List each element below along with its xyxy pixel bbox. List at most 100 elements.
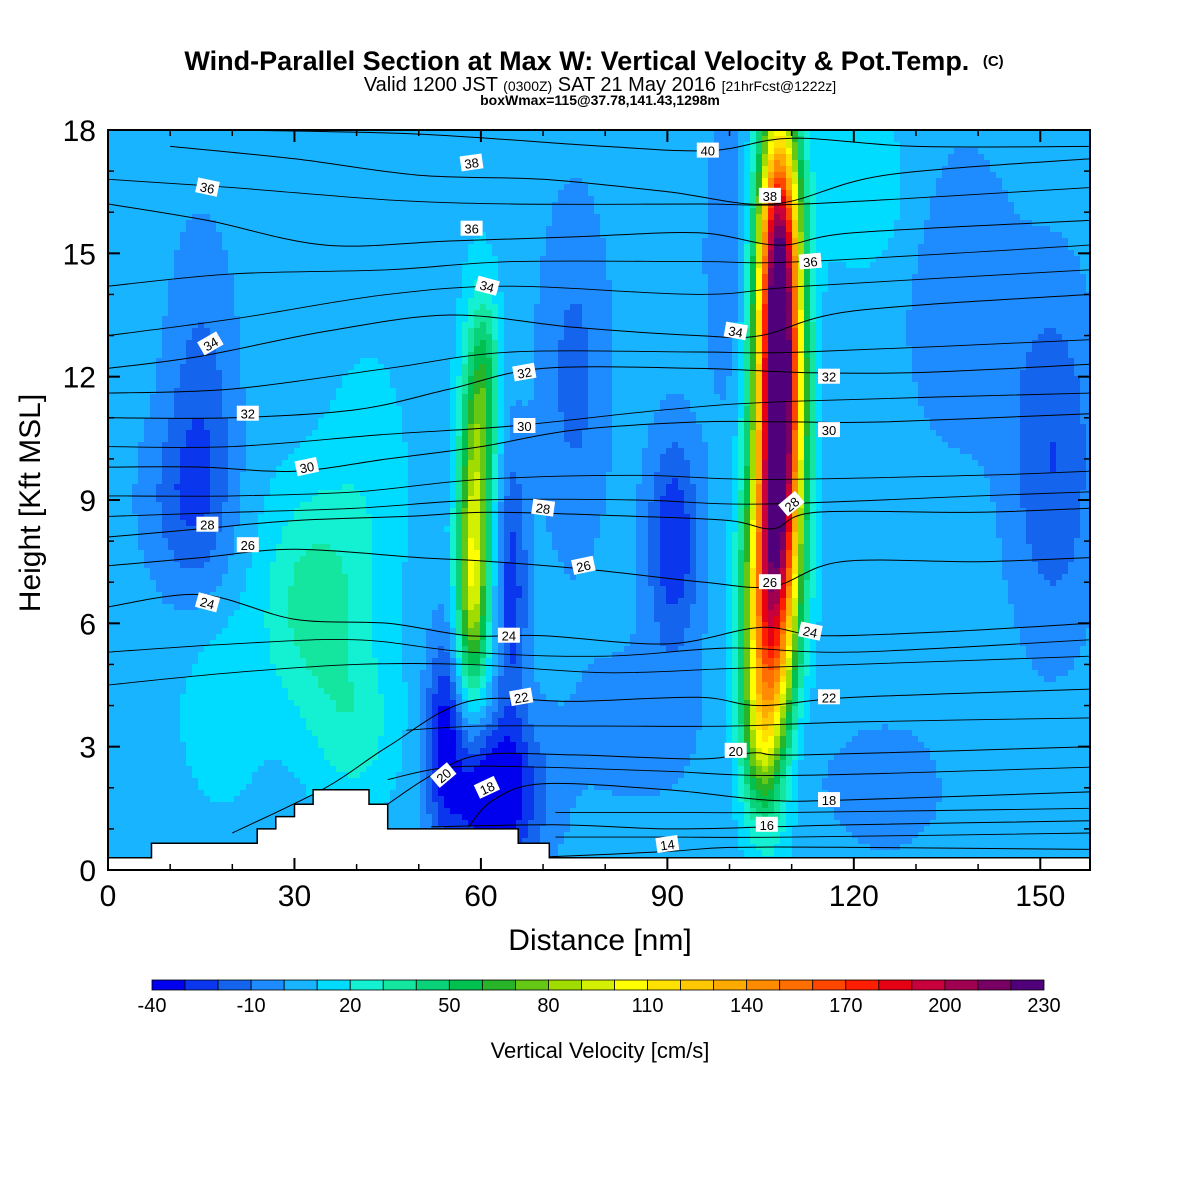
contour-label-bg — [798, 621, 823, 641]
colorbar-tick-label: 170 — [829, 995, 862, 1017]
colorbar-swatch — [250, 979, 285, 991]
contour-label-text: 34 — [201, 334, 221, 354]
contour-label-text: 18 — [822, 793, 836, 808]
y-tick-label: 9 — [79, 485, 96, 518]
colorbar-tick-label: 230 — [1027, 995, 1060, 1017]
contour-label: 36 — [195, 177, 220, 197]
theta-contour-38 — [170, 145, 1090, 205]
colorbar-tick-label: 140 — [730, 995, 763, 1017]
y-tick-label: 6 — [79, 608, 96, 641]
colorbar-tick-label: 200 — [928, 995, 961, 1017]
chart-subtitle: Valid 1200 JST (0300Z) SAT 21 May 2016 [… — [364, 74, 836, 96]
contour-label: 26 — [236, 537, 259, 553]
colorbar-swatch — [911, 979, 946, 991]
contour-label-bg — [818, 368, 840, 384]
contour-label-bg — [758, 187, 781, 203]
contour-label-text: 26 — [575, 557, 592, 575]
contour-label-bg — [531, 498, 556, 517]
colorbar-swatch — [581, 979, 615, 991]
chart-title: Wind-Parallel Section at Max W: Vertical… — [184, 46, 1003, 76]
colorbar-tick-label: 110 — [632, 995, 664, 1017]
plot-area: 40 38 38 36 36 36 34 34 34 32 32 32 30 30 30 28 28 28 26 26… — [108, 130, 1090, 870]
contour-label: 36 — [460, 220, 483, 237]
y-tick-label: 3 — [79, 732, 96, 765]
colorbar-swatch — [845, 979, 880, 991]
contour-label-text: 22 — [822, 690, 836, 705]
x-tick-label: 120 — [829, 880, 879, 913]
contour-label: 28 — [531, 498, 556, 517]
theta-contour-20 — [387, 746, 1090, 805]
theta-contour-22 — [232, 688, 1090, 834]
contour-label-text: 40 — [701, 144, 715, 159]
theta-contour-18 — [468, 782, 1090, 828]
contour-label-bg — [236, 405, 259, 421]
y-tick-label: 15 — [63, 238, 96, 271]
contour-label-text: 18 — [478, 778, 497, 798]
contour-label-bg — [723, 321, 748, 341]
contour-label-bg — [430, 762, 457, 788]
contour-label-text: 34 — [727, 323, 744, 340]
contour-label: 32 — [236, 405, 259, 422]
contour-label-bg — [509, 687, 534, 707]
contour-label: 20 — [430, 762, 457, 788]
x-tick-label: 150 — [1015, 880, 1065, 913]
contour-label: 26 — [758, 574, 781, 590]
contour-label: 34 — [723, 321, 748, 341]
contour-label-text: 36 — [464, 222, 478, 237]
contour-label-text: 36 — [802, 254, 818, 270]
contour-label: 34 — [197, 331, 224, 356]
contour-label-bg — [724, 742, 747, 758]
theta-isolines — [108, 130, 1090, 858]
y-tick-label: 12 — [63, 362, 96, 395]
colorbar-swatch — [779, 979, 814, 991]
subtitle-forecast: [21hrFcst@1222z] — [722, 78, 837, 94]
colorbar-swatch — [184, 979, 219, 991]
contour-label-text: 28 — [535, 500, 551, 517]
x-tick-label: 90 — [651, 880, 684, 913]
contour-label-bg — [818, 422, 840, 438]
contour-label: 28 — [196, 516, 219, 533]
theta-contour-24 — [108, 593, 1090, 645]
contour-label: 38 — [758, 187, 781, 204]
contour-label-text: 30 — [517, 419, 531, 434]
contour-label-text: 20 — [728, 744, 742, 759]
colorbar-swatch — [382, 979, 417, 991]
contour-label: 32 — [818, 368, 840, 385]
contour-label-text: 28 — [200, 518, 214, 533]
theta-isoline — [108, 639, 1090, 657]
colorbar-swatch — [812, 979, 847, 991]
contour-label-text: 32 — [822, 370, 836, 385]
contour-label-text: 38 — [763, 189, 777, 204]
contour-label-bg — [497, 627, 520, 643]
contour-label-bg — [513, 418, 536, 433]
contour-label-bg — [459, 153, 484, 172]
theta-isoline — [108, 269, 1090, 337]
vertical-velocity-field — [108, 130, 1090, 870]
contour-label: 38 — [459, 153, 484, 172]
colorbar: -40 -10 20 50 80 110 140 170 200 230 — [138, 979, 1061, 1017]
subtitle-valid: Valid 1200 JST — [364, 74, 498, 96]
colorbar-label: Vertical Velocity [cm/s] — [491, 1038, 710, 1063]
theta-isoline — [108, 491, 1090, 517]
theta-isoline — [108, 244, 1090, 287]
colorbar-swatch — [713, 979, 748, 991]
terrain — [108, 789, 1090, 870]
contour-label-bg — [755, 816, 778, 832]
contour-label-text: 22 — [513, 689, 530, 706]
y-tick-label: 0 — [79, 855, 96, 888]
contour-label: 14 — [655, 835, 680, 853]
theta-contour-32 — [108, 363, 1090, 419]
contour-label-bg — [512, 362, 537, 382]
x-axis-label: Distance [nm] — [508, 924, 691, 957]
contour-label-text: 36 — [199, 179, 216, 197]
theta-isoline — [555, 807, 1090, 814]
contour-label-text: 24 — [802, 623, 819, 641]
contour-label-text: 26 — [241, 538, 255, 553]
contour-label: 32 — [512, 362, 537, 382]
contour-label: 26 — [571, 555, 596, 575]
theta-isoline — [108, 339, 1090, 394]
chart-title-mark: (C) — [983, 53, 1004, 70]
contour-label-bg — [571, 555, 596, 575]
contour-label: 40 — [696, 142, 719, 159]
contour-label-text: 30 — [822, 423, 836, 438]
